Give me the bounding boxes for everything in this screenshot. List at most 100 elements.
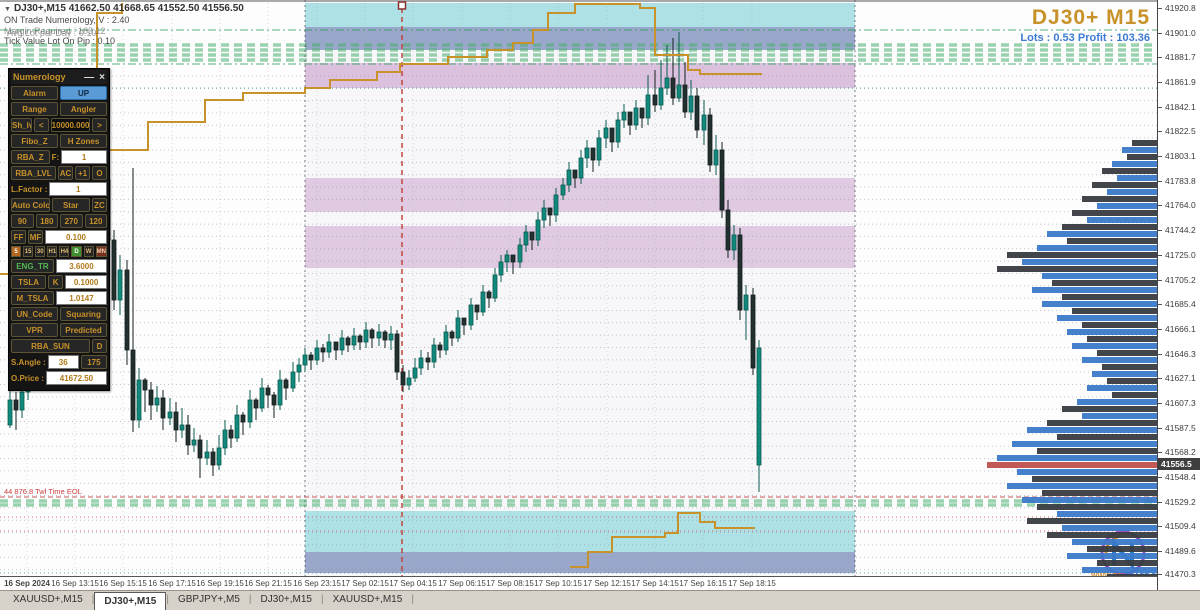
panel-button-90[interactable]: 90 — [11, 214, 34, 228]
volume-profile — [987, 140, 1157, 576]
price-tick-label: 41764.0 — [1158, 200, 1196, 210]
close-icon[interactable]: × — [99, 71, 105, 83]
panel-button-ac[interactable]: AC — [58, 166, 73, 180]
panel-button-d[interactable]: D — [92, 339, 107, 353]
panel-input-0-1000[interactable]: 0.1000 — [65, 275, 107, 289]
price-axis[interactable]: 41920.8 41901.0 41881.7 41861.9 41842.1 41822… — [1157, 0, 1200, 590]
tab-separator: | — [411, 594, 414, 605]
zone-band — [305, 178, 855, 212]
panel-button-rba-lvl[interactable]: RBA_LVL — [11, 166, 56, 180]
panel-input-1-0147[interactable]: 1.0147 — [55, 291, 107, 305]
chart-tab-gbpjpy-m5[interactable]: GBPJPY+,M5 — [177, 594, 240, 605]
panel-button-auto-color[interactable]: Auto Color — [11, 198, 50, 212]
panel-button-rba-sun[interactable]: RBA_SUN — [11, 339, 90, 353]
panel-row: FF MF 0.100 — [11, 230, 107, 244]
zone-band — [305, 226, 855, 268]
panel-button-range[interactable]: Range — [11, 102, 58, 116]
panel-input-36[interactable]: 36 — [47, 355, 79, 369]
panel-row: 5 15 30 H1 H4 D W MN — [11, 246, 107, 257]
panel-button-zc[interactable]: ZC — [92, 198, 107, 212]
panel-row: RBA_SUN D — [11, 339, 107, 353]
panel-button-120[interactable]: 120 — [84, 214, 107, 228]
panel-button-predicted[interactable]: Predicted — [60, 323, 107, 337]
panel-button-30[interactable]: 30 — [35, 246, 46, 257]
panel-label-f-: F: — [51, 152, 60, 162]
level-label: 44 876.8 Twl Time EOL — [4, 487, 82, 496]
time-axis[interactable]: 16 Sep 2024 16 Sep 13:15 16 Sep 15:15 16 Se… — [0, 576, 1157, 591]
chart-tab-dj30-m15[interactable]: DJ30+,M15 — [94, 592, 167, 610]
time-tick-label: 17 Sep 18:15 — [728, 579, 776, 588]
tab-separator: | — [320, 594, 324, 605]
panel-button--1[interactable]: +1 — [75, 166, 90, 180]
panel-button-h4[interactable]: H4 — [59, 246, 70, 257]
panel-button-un-code[interactable]: UN_Code — [11, 307, 58, 321]
panel-input-3-6000[interactable]: 3.6000 — [55, 259, 107, 273]
panel-input-0-100[interactable]: 0.100 — [45, 230, 107, 244]
panel-input-41672-50[interactable]: 41672.50 — [45, 371, 107, 385]
panel-button-ff[interactable]: FF — [11, 230, 26, 244]
panel-button-tsla[interactable]: TSLA — [11, 275, 47, 289]
panel-row: RBA_Z F: 1 — [11, 150, 107, 164]
tab-separator: | — [91, 594, 95, 605]
time-tick-label: 17 Sep 08:15 — [486, 579, 534, 588]
panel-input-1[interactable]: 1 — [49, 182, 107, 196]
symbol-header: DJ30+ M15 Lots : 0.53 Profit : 103.36 — [1020, 6, 1150, 44]
panel-button-175[interactable]: 175 — [80, 355, 107, 369]
panel-button-k[interactable]: K — [48, 275, 64, 289]
panel-button--[interactable]: > — [92, 118, 107, 132]
panel-row: Alarm UP — [11, 86, 107, 100]
panel-button-mf[interactable]: MF — [28, 230, 43, 244]
panel-button-sh-lvl[interactable]: Sh_lvl — [11, 118, 32, 132]
panel-button-5[interactable]: 5 — [11, 246, 22, 257]
chart-tab-xauusd-m15[interactable]: XAUUSD+,M15 — [13, 594, 83, 605]
panel-row: ENG_TR 3.6000 — [11, 259, 107, 273]
panel-button-m-tsla[interactable]: M_TSLA — [11, 291, 54, 305]
panel-button--[interactable]: < — [33, 118, 49, 132]
panel-row: Fibo_Z H Zones — [11, 134, 107, 148]
panel-button-fibo-z[interactable]: Fibo_Z — [11, 134, 58, 148]
panel-button-d[interactable]: D — [71, 246, 82, 257]
chart-canvas[interactable]: WWW.ON-TRADE.COM44 876.8 Twl Time EOL — [0, 0, 1157, 576]
red-level-lines — [0, 496, 1157, 532]
panel-title: Numerology — [13, 72, 66, 82]
panel-button-star[interactable]: Star — [51, 198, 90, 212]
panel-button-180[interactable]: 180 — [35, 214, 58, 228]
chart-tab-xauusd-m15[interactable]: XAUUSD+,M15 — [332, 594, 403, 605]
panel-button-270[interactable]: 270 — [60, 214, 83, 228]
panel-button-w[interactable]: W — [83, 246, 94, 257]
panel-button-h1[interactable]: H1 — [47, 246, 58, 257]
panel-input-1[interactable]: 1 — [61, 150, 107, 164]
tab-separator: | — [248, 594, 252, 605]
panel-button-vpr[interactable]: VPR — [11, 323, 58, 337]
panel-button-15[interactable]: 15 — [23, 246, 34, 257]
margin-line: Margin Required : 183.12 Avg Lot per Day… — [4, 26, 244, 38]
panel-button-mn[interactable]: MN — [95, 246, 107, 257]
panel-button-h-zones[interactable]: H Zones — [60, 134, 107, 148]
current-price-badge: 41556.5 — [1158, 458, 1200, 470]
vline-handle[interactable] — [397, 1, 407, 10]
symbol-dropdown-icon[interactable]: ▼ — [4, 6, 11, 13]
tab-separator: | — [166, 594, 169, 605]
panel-button-eng-tr[interactable]: ENG_TR — [11, 259, 54, 273]
time-tick-label: 16 Sep 23:15 — [293, 579, 341, 588]
panel-row: M_TSLA 1.0147 — [11, 291, 107, 305]
panel-button-10000-000[interactable]: 10000.000 — [50, 118, 90, 132]
position-info: Lots : 0.53 Profit : 103.36 — [1020, 32, 1150, 44]
panel-row: 90 180 270 120 — [11, 214, 107, 228]
numerology-panel[interactable]: Numerology — × AlarmUPRangeAnglerSh_lvl<… — [8, 68, 110, 391]
panel-button-angler[interactable]: Angler — [60, 102, 107, 116]
panel-button-up[interactable]: UP — [60, 86, 107, 100]
price-tick-label: 41744.2 — [1158, 225, 1196, 235]
panel-button-squaring[interactable]: Squaring — [60, 307, 107, 321]
panel-button-rba-z[interactable]: RBA_Z — [11, 150, 50, 164]
price-tick-label: 41529.2 — [1158, 497, 1196, 507]
chart-area[interactable]: WWW.ON-TRADE.COM44 876.8 Twl Time EOL — [0, 0, 1157, 576]
panel-button-o[interactable]: O — [92, 166, 107, 180]
panel-button-alarm[interactable]: Alarm — [11, 86, 58, 100]
time-tick-label: 17 Sep 04:15 — [389, 579, 437, 588]
chart-tab-dj30-m15[interactable]: DJ30+,M15 — [260, 594, 312, 605]
panel-row: VPR Predicted — [11, 323, 107, 337]
price-tick-label: 41901.0 — [1158, 28, 1196, 38]
panel-titlebar[interactable]: Numerology — × — [11, 70, 107, 84]
minimize-icon[interactable]: — — [84, 71, 95, 83]
